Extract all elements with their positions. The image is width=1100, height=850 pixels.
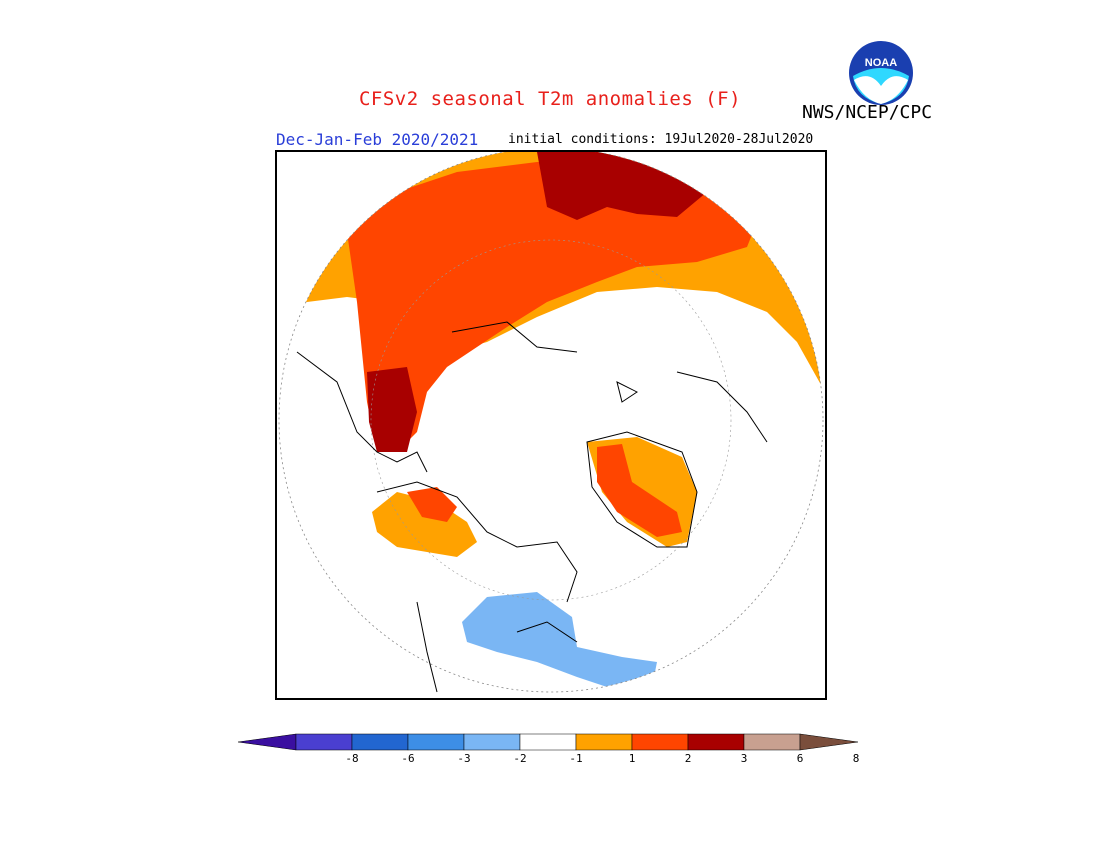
colorbar-arrow-low <box>237 733 297 751</box>
anomaly-region-darkred-west <box>367 367 417 452</box>
map-boundary <box>278 152 824 693</box>
colorbar-segment <box>575 733 633 751</box>
colorbar-segment <box>407 733 465 751</box>
map-title: CFSv2 seasonal T2m anomalies (F) <box>358 88 742 110</box>
colorbar-tick-label: 6 <box>796 752 804 765</box>
colorbar-segment <box>463 733 521 751</box>
colorbar-tick-label: -2 <box>513 752 527 765</box>
svg-text:NOAA: NOAA <box>865 57 897 69</box>
colorbar-tick-label: -8 <box>345 752 359 765</box>
colorbar-segment <box>687 733 745 751</box>
anomaly-region-darkred-north <box>537 152 707 220</box>
colorbar-segment <box>295 733 353 751</box>
anomaly-region-orange-alaska <box>372 492 477 557</box>
anomaly-region-red-greenland <box>597 444 682 537</box>
colorbar-segment <box>519 733 577 751</box>
anomaly-region-blue-canada <box>462 592 657 692</box>
colorbar-segment <box>743 733 801 751</box>
colorbar <box>237 732 862 772</box>
coastlines <box>296 321 768 693</box>
colorbar-arrow-high <box>799 733 859 751</box>
colorbar-tick-label: 1 <box>628 752 636 765</box>
colorbar-tick-label: -3 <box>457 752 471 765</box>
colorbar-segment <box>351 733 409 751</box>
colorbar-tick-label: -6 <box>401 752 415 765</box>
colorbar-segment <box>631 733 689 751</box>
initial-conditions-label: initial conditions: 19Jul2020-28Jul2020 <box>508 132 814 147</box>
agency-label: NWS/NCEP/CPC <box>802 102 933 123</box>
noaa-logo: NOAA <box>848 40 914 106</box>
colorbar-tick-label: 3 <box>740 752 748 765</box>
anomaly-region-red-siberia <box>347 162 757 452</box>
colorbar-tick-label: -1 <box>569 752 583 765</box>
colorbar-tick-label: 2 <box>684 752 692 765</box>
colorbar-tick-label: 8 <box>852 752 860 765</box>
anomaly-region-red-alaska <box>407 487 457 522</box>
latitude-circle <box>370 239 732 601</box>
season-label: Dec-Jan-Feb 2020/2021 <box>276 130 479 149</box>
polar-map <box>275 150 827 700</box>
